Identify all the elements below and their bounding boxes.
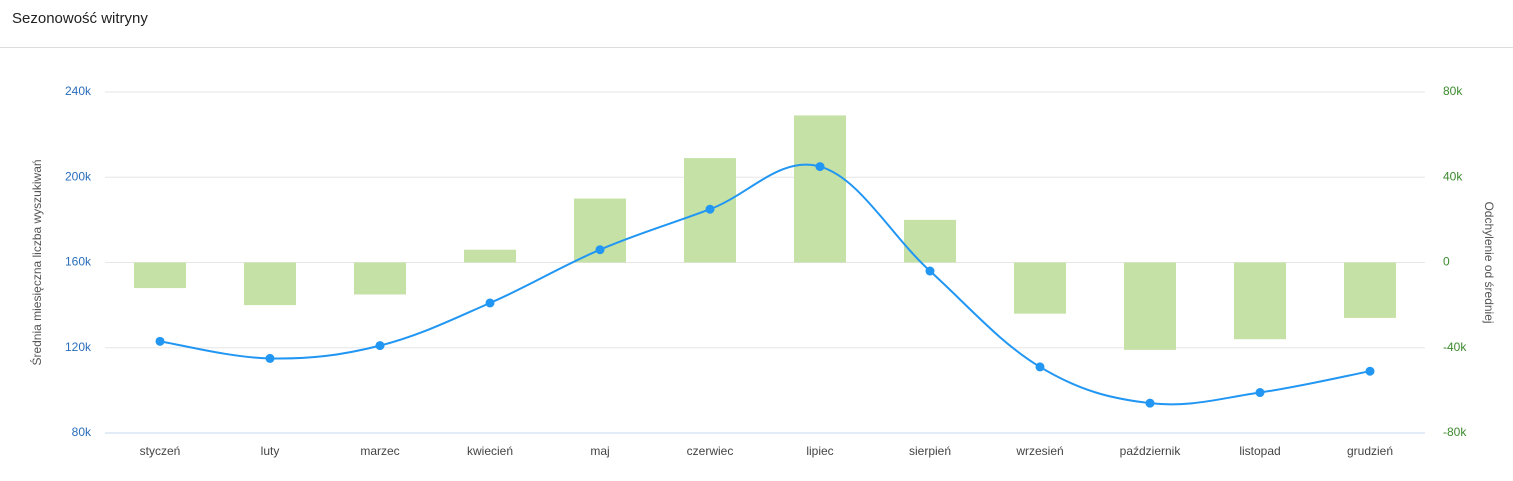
x-tick-label: marzec <box>360 444 399 458</box>
line-marker <box>595 245 605 255</box>
line-marker <box>1035 362 1045 372</box>
bar <box>354 262 406 295</box>
y-tick-label: 120k <box>65 340 92 354</box>
y-tick-label: 240k <box>65 84 92 98</box>
header: Sezonowość witryny <box>0 0 1513 48</box>
bar <box>1234 262 1286 340</box>
x-tick-label: maj <box>590 444 609 458</box>
bar <box>904 219 956 263</box>
line-marker <box>1145 398 1155 408</box>
x-tick-label: styczeń <box>140 444 181 458</box>
bar <box>244 262 296 306</box>
line-marker <box>265 353 275 363</box>
chart: 80k 120k 160k 200k 240k -80k -40k 0 40k 80k Średni… <box>29 84 1496 458</box>
bar <box>134 262 186 289</box>
x-tick-label: wrzesień <box>1015 444 1063 458</box>
line-marker <box>155 336 165 346</box>
line-marker <box>1365 366 1375 376</box>
y2-tick-label: 40k <box>1443 169 1463 183</box>
y2-axis-title: Odchylenie od średniej <box>1482 201 1496 323</box>
line <box>159 163 1371 406</box>
bar <box>1124 262 1176 350</box>
line-marker <box>375 341 385 351</box>
chart-title: Sezonowość witryny <box>12 10 148 27</box>
line-marker <box>485 298 495 308</box>
x-tick-label: listopad <box>1239 444 1280 458</box>
y-axis-title: Średnia miesięczna liczba wyszukiwań <box>29 159 44 365</box>
bar <box>794 115 846 263</box>
y-tick-label: 200k <box>65 169 92 183</box>
x-tick-label: sierpień <box>909 444 951 458</box>
line-marker <box>925 266 935 276</box>
y2-tick-label: -40k <box>1443 340 1467 354</box>
y2-tick-label: 80k <box>1443 84 1463 98</box>
bar <box>1344 262 1396 318</box>
line-marker <box>705 204 715 214</box>
y2-tick-label: 0 <box>1443 255 1450 269</box>
x-tick-label: grudzień <box>1347 444 1393 458</box>
x-tick-label: lipiec <box>806 444 833 458</box>
x-tick-label: kwiecień <box>467 444 513 458</box>
bar <box>464 249 516 263</box>
x-tick-label: październik <box>1120 444 1182 458</box>
x-tick-label: luty <box>261 444 280 458</box>
x-tick-label: czerwiec <box>687 444 734 458</box>
line-marker <box>815 162 825 172</box>
y-tick-label: 160k <box>65 255 92 269</box>
y-tick-label: 80k <box>72 425 92 439</box>
y2-tick-label: -80k <box>1443 425 1467 439</box>
line-marker <box>1255 388 1265 398</box>
bar <box>1014 262 1066 314</box>
